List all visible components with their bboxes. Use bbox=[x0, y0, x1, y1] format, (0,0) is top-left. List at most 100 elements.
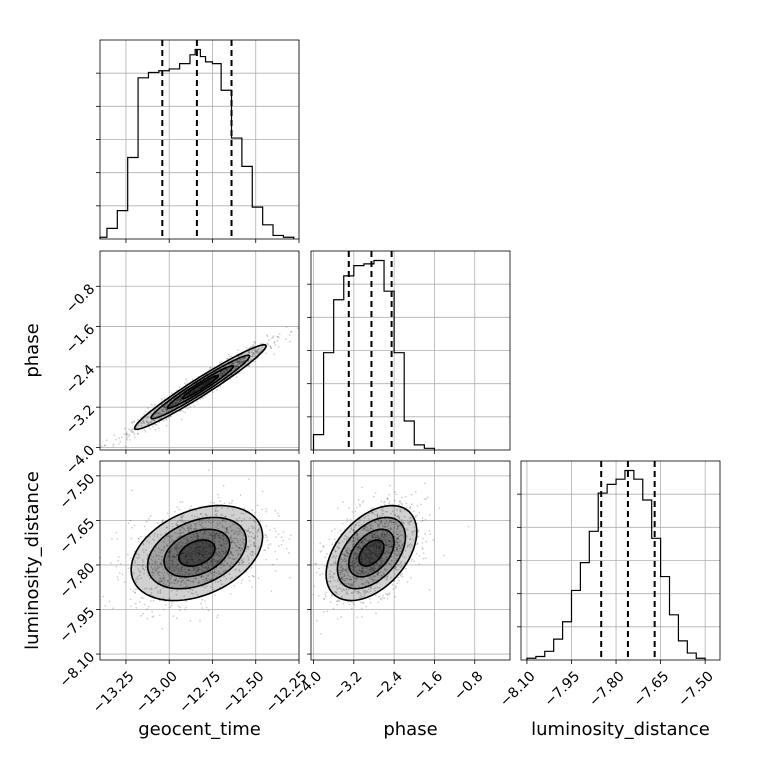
sample-point bbox=[378, 546, 380, 548]
sample-point bbox=[378, 547, 381, 550]
sample-point bbox=[240, 360, 243, 363]
sample-point bbox=[219, 536, 222, 539]
sample-point bbox=[194, 552, 196, 555]
sample-point bbox=[166, 580, 169, 583]
sample-point bbox=[352, 543, 355, 546]
sample-point bbox=[201, 554, 204, 557]
hist-panel-geocent_time bbox=[96, 39, 300, 240]
sample-point bbox=[275, 558, 278, 561]
sample-point bbox=[154, 566, 156, 569]
sample-point bbox=[220, 566, 223, 569]
sample-point bbox=[211, 565, 214, 568]
sample-point bbox=[391, 546, 394, 549]
sample-point bbox=[365, 605, 367, 608]
sample-point bbox=[180, 544, 183, 547]
sample-point bbox=[369, 529, 371, 532]
sample-point bbox=[155, 554, 158, 557]
sample-point bbox=[181, 566, 184, 568]
sample-point bbox=[194, 388, 197, 391]
sample-point bbox=[238, 361, 240, 363]
sample-point bbox=[174, 579, 177, 582]
sample-point bbox=[152, 538, 154, 540]
sample-point bbox=[340, 571, 343, 574]
sample-point bbox=[131, 428, 133, 431]
sample-point bbox=[346, 551, 348, 554]
sample-point bbox=[239, 358, 242, 361]
sample-point bbox=[369, 544, 371, 547]
sample-point bbox=[386, 575, 389, 578]
sample-point bbox=[168, 584, 171, 587]
sample-point bbox=[389, 526, 392, 529]
sample-point bbox=[359, 547, 362, 550]
sample-point bbox=[178, 398, 181, 400]
sample-point bbox=[340, 561, 343, 564]
sample-point bbox=[247, 546, 250, 548]
sample-point bbox=[141, 565, 144, 568]
sample-point bbox=[372, 575, 375, 577]
density-fill-3 bbox=[178, 540, 215, 567]
sample-point bbox=[218, 551, 221, 554]
sample-point bbox=[364, 527, 366, 530]
sample-point bbox=[226, 368, 229, 371]
sample-point bbox=[195, 577, 197, 579]
sample-point bbox=[172, 539, 175, 542]
sample-point bbox=[176, 399, 179, 402]
sample-point bbox=[133, 524, 136, 527]
sample-point bbox=[368, 551, 371, 553]
sample-point bbox=[378, 541, 380, 543]
sample-point bbox=[361, 553, 364, 556]
sample-point bbox=[222, 564, 225, 567]
contour-3 bbox=[177, 539, 216, 567]
sample-point bbox=[236, 533, 239, 536]
sample-point bbox=[428, 514, 431, 516]
sample-point bbox=[344, 578, 346, 581]
sample-point bbox=[361, 566, 363, 569]
sample-point bbox=[395, 493, 398, 496]
sample-point bbox=[395, 568, 398, 571]
sample-point bbox=[163, 577, 166, 580]
sample-point bbox=[356, 616, 359, 619]
sample-point bbox=[192, 390, 195, 393]
sample-point bbox=[343, 579, 345, 582]
sample-point bbox=[238, 360, 241, 363]
sample-point bbox=[225, 569, 227, 571]
sample-point bbox=[197, 538, 200, 540]
sample-point bbox=[158, 574, 161, 577]
sample-point bbox=[209, 552, 212, 555]
sample-point bbox=[319, 573, 321, 576]
sample-point bbox=[227, 507, 229, 510]
sample-point bbox=[197, 555, 199, 558]
sample-point bbox=[216, 553, 219, 556]
sample-point bbox=[256, 531, 259, 534]
sample-point bbox=[374, 545, 377, 547]
sample-point bbox=[184, 568, 186, 570]
sample-point bbox=[339, 583, 342, 585]
sample-point bbox=[200, 574, 203, 577]
sample-point bbox=[339, 529, 342, 532]
sample-point bbox=[183, 557, 186, 559]
sample-point bbox=[397, 544, 400, 546]
sample-point bbox=[396, 550, 399, 553]
sample-point bbox=[152, 425, 154, 428]
sample-point bbox=[219, 361, 221, 364]
sample-point bbox=[398, 552, 401, 554]
sample-point bbox=[167, 573, 170, 576]
sample-point bbox=[187, 540, 190, 543]
sample-point bbox=[379, 597, 382, 600]
sample-point bbox=[418, 563, 421, 566]
sample-point bbox=[142, 419, 145, 422]
sample-point bbox=[270, 590, 273, 592]
sample-point bbox=[150, 587, 153, 589]
sample-point bbox=[368, 548, 371, 551]
sample-point bbox=[174, 579, 177, 582]
sample-point bbox=[378, 587, 381, 589]
sample-point bbox=[289, 331, 292, 334]
sample-point bbox=[362, 544, 365, 547]
sample-point bbox=[167, 416, 170, 419]
sample-point bbox=[288, 538, 291, 540]
sample-point bbox=[398, 579, 400, 582]
sample-point bbox=[321, 572, 324, 575]
sample-point bbox=[360, 571, 363, 574]
sample-point bbox=[374, 521, 377, 524]
